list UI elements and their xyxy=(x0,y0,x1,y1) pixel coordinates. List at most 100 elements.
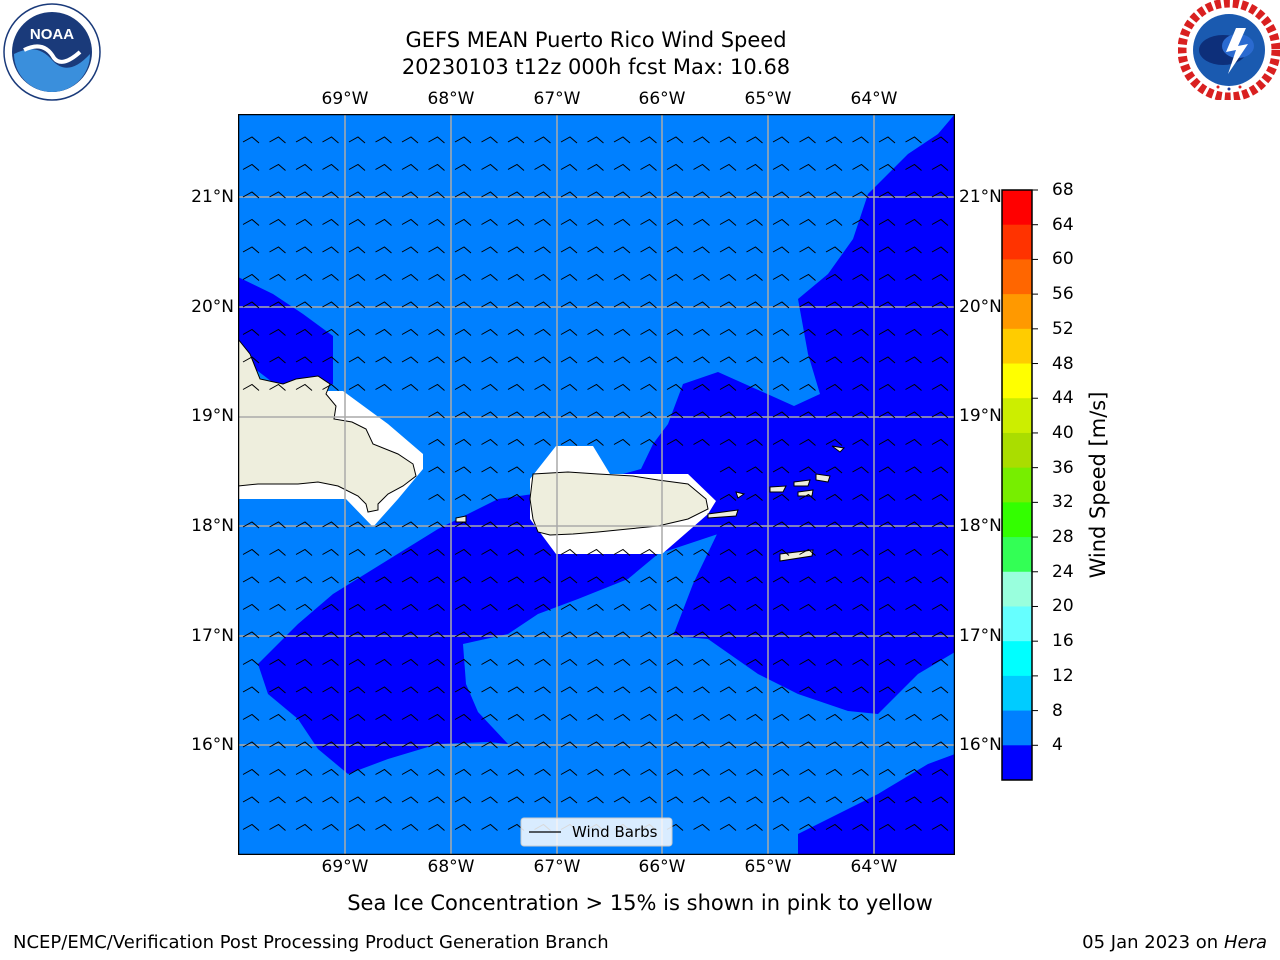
wind-barb xyxy=(852,823,869,831)
wind-barb xyxy=(322,246,339,254)
wind-barb xyxy=(534,658,551,666)
wind-barb xyxy=(931,273,949,281)
wind-barb xyxy=(772,301,790,309)
wind-barb xyxy=(507,246,525,254)
wind-barb xyxy=(613,383,631,391)
wind-barb xyxy=(401,163,419,171)
wind-barb xyxy=(905,163,922,171)
wind-barb xyxy=(825,713,843,721)
wind-barb xyxy=(481,411,498,419)
wind-barb xyxy=(242,576,260,584)
wind-barb xyxy=(613,658,631,666)
wind-barb xyxy=(348,548,366,556)
wind-barb xyxy=(799,548,816,556)
wind-barb xyxy=(348,356,366,364)
wind-barb xyxy=(719,823,737,831)
wind-barb xyxy=(269,823,286,831)
wind-barb xyxy=(242,356,260,364)
wind-barb xyxy=(719,713,737,721)
wind-barb xyxy=(428,328,445,336)
wind-barb xyxy=(295,191,313,199)
colorbar-tick-label: 12 xyxy=(1052,665,1074,686)
wind-barb xyxy=(375,713,392,721)
wind-barb xyxy=(401,218,419,226)
wind-barb xyxy=(878,438,896,446)
map-gridlines xyxy=(238,114,955,855)
wind-barb xyxy=(905,356,922,364)
wind-barb xyxy=(905,576,922,584)
wind-barb xyxy=(693,191,710,199)
wind-barb xyxy=(799,163,816,171)
wind-barb xyxy=(560,548,578,556)
wind-barb xyxy=(825,823,843,831)
wind-barb xyxy=(560,328,578,336)
wind-barb xyxy=(693,328,710,336)
colorbar-label: Wind Speed [m/s] xyxy=(1086,391,1110,579)
wind-barb xyxy=(640,741,657,749)
wind-barb xyxy=(746,741,763,749)
wind-barb xyxy=(852,713,869,721)
wind-barb xyxy=(322,603,339,611)
wind-barb xyxy=(428,163,445,171)
lat-tick-left: 17°N xyxy=(191,626,234,646)
colorbar-tick-label: 36 xyxy=(1052,457,1074,478)
wind-barb xyxy=(852,796,869,804)
wind-barb xyxy=(878,521,896,529)
wind-barb xyxy=(666,328,684,336)
wind-barb xyxy=(931,658,949,666)
virgin-islands-land xyxy=(455,445,846,562)
wind-barb xyxy=(454,548,472,556)
wind-barb xyxy=(295,383,313,391)
wind-barb xyxy=(799,603,816,611)
wind-barb xyxy=(640,328,657,336)
wind-barb xyxy=(825,383,843,391)
wind-barb xyxy=(931,356,949,364)
wind-barb xyxy=(825,356,843,364)
wind-barb xyxy=(640,383,657,391)
wind-barb xyxy=(852,466,869,474)
wind-barb xyxy=(454,163,472,171)
wind-barb xyxy=(905,328,922,336)
wind-barb xyxy=(295,356,313,364)
wind-barb xyxy=(746,796,763,804)
wind-barb xyxy=(269,383,286,391)
colorbar-tick-label: 28 xyxy=(1052,527,1074,548)
wind-barb xyxy=(825,191,843,199)
wind-barb xyxy=(534,631,551,639)
wind-barb xyxy=(613,631,631,639)
wind-barb xyxy=(348,163,366,171)
wind-barb xyxy=(878,576,896,584)
wind-barb xyxy=(799,521,816,529)
colorbar-segment xyxy=(1002,641,1032,677)
wind-barb xyxy=(878,713,896,721)
wind-barb xyxy=(428,576,445,584)
wind-barb xyxy=(772,686,790,694)
wind-barb xyxy=(666,686,684,694)
wind-barb xyxy=(295,741,313,749)
wind-barb xyxy=(825,631,843,639)
wind-barb xyxy=(772,273,790,281)
wind-barb xyxy=(825,741,843,749)
colorbar-segment xyxy=(1002,398,1032,434)
wind-barb xyxy=(428,521,445,529)
wind-barb xyxy=(719,741,737,749)
wind-barb xyxy=(613,548,631,556)
wind-barb xyxy=(746,301,763,309)
colorbar-tick-label: 52 xyxy=(1052,318,1074,339)
wind-barb xyxy=(242,273,260,281)
lon-tick-bottom: 69°W xyxy=(321,857,369,877)
wind-barb xyxy=(719,796,737,804)
footer-date-text: 05 Jan 2023 on xyxy=(1082,932,1224,953)
wind-barb xyxy=(719,438,737,446)
wind-barb xyxy=(322,328,339,336)
wind-barb xyxy=(454,411,472,419)
wind-barb xyxy=(931,438,949,446)
wind-barb xyxy=(454,136,472,144)
wind-barb xyxy=(507,658,525,666)
wind-barb xyxy=(746,768,763,776)
wind-barb xyxy=(242,631,260,639)
wind-barb xyxy=(375,356,392,364)
wind-barb xyxy=(587,328,604,336)
colorbar-tick-label: 60 xyxy=(1052,249,1074,270)
wind-barb xyxy=(454,356,472,364)
